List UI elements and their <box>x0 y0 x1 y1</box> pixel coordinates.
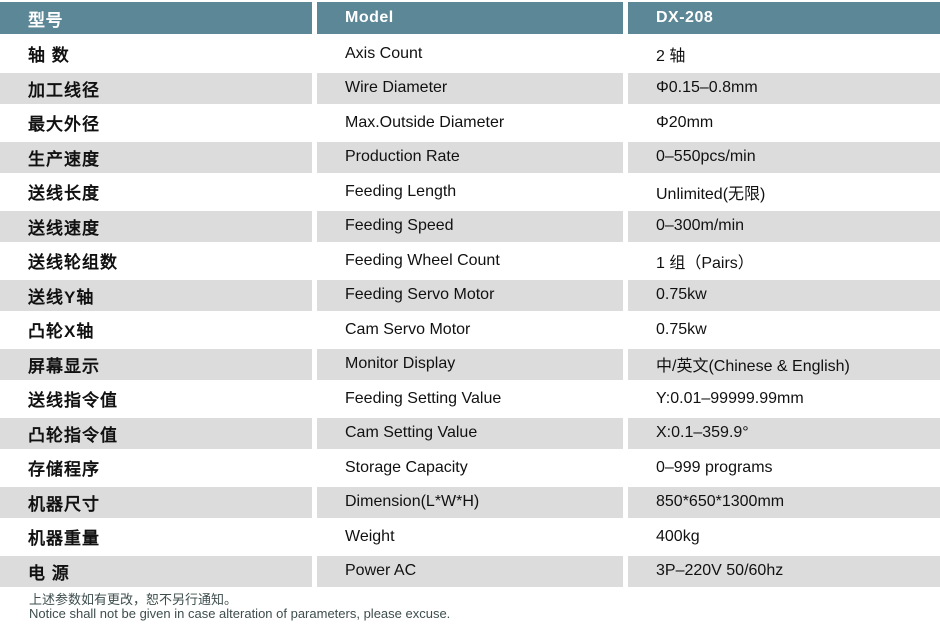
footnote-line-cn: 上述参数如有更改，恕不另行通知。 <box>29 592 238 607</box>
table-row: 凸轮指令值 Cam Setting Value X:0.1–359.9° <box>0 417 940 449</box>
spec-value: 3P–220V 50/60hz <box>628 555 940 587</box>
spec-value: Y:0.01–99999.99mm <box>656 389 804 407</box>
spec-value: 0.75kw <box>656 320 707 338</box>
spec-label-en: Feeding Length <box>345 182 457 200</box>
spec-label-cn: 电 源 <box>0 555 312 587</box>
footnote-line-en: Notice shall not be given in case altera… <box>29 606 451 621</box>
spec-value: 2 轴 <box>656 47 686 65</box>
spec-label-cn: 机器重量 <box>28 529 100 549</box>
spec-value: 0–550pcs/min <box>628 141 940 173</box>
spec-label-cn: 轴 数 <box>28 46 70 66</box>
table-body: 轴 数 Axis Count 2 轴 加工线径 Wire Diameter Φ0… <box>0 38 940 587</box>
spec-value: 1 组（Pairs） <box>656 254 754 272</box>
spec-value: 400kg <box>656 527 700 545</box>
table-row: 送线轮组数 Feeding Wheel Count 1 组（Pairs） <box>0 245 940 277</box>
spec-value: Φ0.15–0.8mm <box>628 72 940 104</box>
table-row: 加工线径 Wire Diameter Φ0.15–0.8mm <box>0 72 940 104</box>
spec-table: 型号 Model DX-208 轴 数 Axis Count 2 轴 加工线径 … <box>0 2 940 587</box>
spec-label-en: Wire Diameter <box>317 72 623 104</box>
table-row: 存储程序 Storage Capacity 0–999 programs <box>0 452 940 484</box>
header-label-en: Model <box>317 2 623 34</box>
spec-label-cn: 生产速度 <box>0 141 312 173</box>
spec-label-en: Feeding Setting Value <box>345 389 502 407</box>
spec-label-en: Feeding Servo Motor <box>317 279 623 311</box>
spec-label-cn: 送线长度 <box>28 184 100 204</box>
footnote: 上述参数如有更改，恕不另行通知。 Notice shall not be giv… <box>29 593 940 621</box>
spec-value: 0–999 programs <box>656 458 773 476</box>
table-row: 凸轮X轴 Cam Servo Motor 0.75kw <box>0 314 940 346</box>
table-row: 轴 数 Axis Count 2 轴 <box>0 38 940 70</box>
table-header-row: 型号 Model DX-208 <box>0 2 940 34</box>
spec-label-cn: 机器尺寸 <box>0 486 312 518</box>
table-row: 生产速度 Production Rate 0–550pcs/min <box>0 141 940 173</box>
spec-label-cn: 送线指令值 <box>28 391 118 411</box>
spec-value: X:0.1–359.9° <box>628 417 940 449</box>
header-label-cn: 型号 <box>0 2 312 34</box>
table-row: 送线速度 Feeding Speed 0–300m/min <box>0 210 940 242</box>
spec-value: 850*650*1300mm <box>628 486 940 518</box>
spec-value: 中/英文(Chinese & English) <box>628 348 940 380</box>
spec-value: Φ20mm <box>656 113 714 131</box>
spec-label-en: Storage Capacity <box>345 458 468 476</box>
spec-label-en: Max.Outside Diameter <box>345 113 505 131</box>
spec-label-en: Cam Setting Value <box>317 417 623 449</box>
spec-label-cn: 送线速度 <box>0 210 312 242</box>
spec-label-cn: 加工线径 <box>0 72 312 104</box>
table-row: 送线指令值 Feeding Setting Value Y:0.01–99999… <box>0 383 940 415</box>
spec-label-cn: 最大外径 <box>28 115 100 135</box>
header-model-value: DX-208 <box>628 2 940 34</box>
table-row: 机器重量 Weight 400kg <box>0 521 940 553</box>
spec-label-en: Production Rate <box>317 141 623 173</box>
table-row: 机器尺寸 Dimension(L*W*H) 850*650*1300mm <box>0 486 940 518</box>
spec-label-en: Dimension(L*W*H) <box>317 486 623 518</box>
spec-label-cn: 送线Y轴 <box>0 279 312 311</box>
spec-label-en: Feeding Wheel Count <box>345 251 500 269</box>
table-row: 屏幕显示 Monitor Display 中/英文(Chinese & Engl… <box>0 348 940 380</box>
spec-label-cn: 送线轮组数 <box>28 253 118 273</box>
spec-label-cn: 存储程序 <box>28 460 100 480</box>
table-row: 送线Y轴 Feeding Servo Motor 0.75kw <box>0 279 940 311</box>
spec-label-cn: 凸轮X轴 <box>28 322 95 342</box>
spec-value: Unlimited(无限) <box>656 185 766 203</box>
spec-label-cn: 屏幕显示 <box>0 348 312 380</box>
spec-label-en: Cam Servo Motor <box>345 320 471 338</box>
spec-label-en: Axis Count <box>345 44 423 62</box>
spec-label-en: Monitor Display <box>317 348 623 380</box>
spec-label-en: Feeding Speed <box>317 210 623 242</box>
spec-label-en: Weight <box>345 527 395 545</box>
table-row: 最大外径 Max.Outside Diameter Φ20mm <box>0 107 940 139</box>
spec-value: 0.75kw <box>628 279 940 311</box>
spec-value: 0–300m/min <box>628 210 940 242</box>
spec-label-en: Power AC <box>317 555 623 587</box>
table-row: 送线长度 Feeding Length Unlimited(无限) <box>0 176 940 208</box>
spec-label-cn: 凸轮指令值 <box>0 417 312 449</box>
table-row: 电 源 Power AC 3P–220V 50/60hz <box>0 555 940 587</box>
